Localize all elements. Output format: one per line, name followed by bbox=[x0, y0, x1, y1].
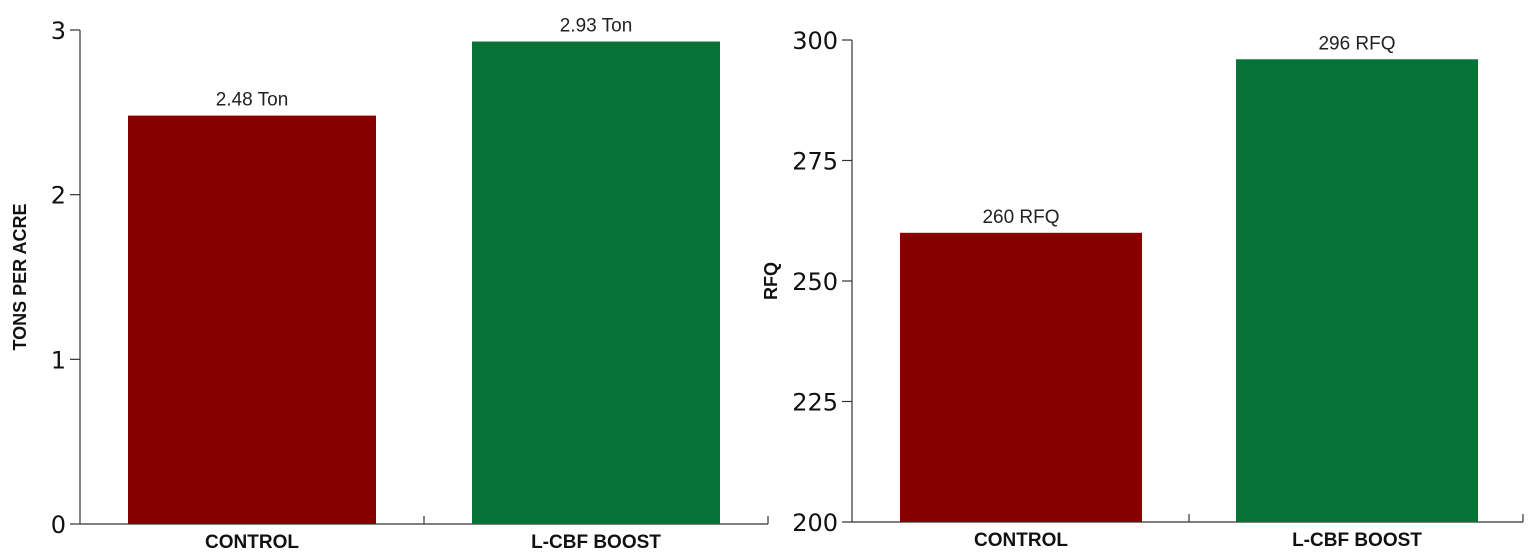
y-tick-label: 1 bbox=[51, 346, 66, 374]
x-category-label: CONTROL bbox=[205, 532, 299, 553]
bar-control bbox=[128, 115, 376, 525]
bar-l-cbf-boost bbox=[1236, 59, 1478, 522]
y-tick-label: 275 bbox=[792, 148, 838, 176]
y-axis-title: TONS PER ACRE bbox=[10, 203, 30, 350]
data-label: 2.93 Ton bbox=[560, 16, 633, 37]
y-tick-label: 0 bbox=[51, 511, 66, 539]
data-label: 296 RFQ bbox=[1318, 33, 1395, 54]
y-tick-label: 300 bbox=[792, 27, 838, 55]
x-category-label: CONTROL bbox=[974, 530, 1068, 551]
chart-rfq: 200 225 250 275 300 260 RFQ CONTROL 296 RFQ L-CB… bbox=[761, 27, 1524, 551]
y-tick-label: 2 bbox=[51, 182, 66, 210]
y-tick-label: 3 bbox=[51, 17, 66, 45]
y-tick-label: 225 bbox=[792, 389, 838, 417]
data-label: 260 RFQ bbox=[982, 207, 1059, 228]
data-label: 2.48 Ton bbox=[216, 90, 289, 111]
chart-tons-per-acre: 0 1 2 3 2.48 Ton CONTROL 2.93 Ton L-CBF BOOST TO… bbox=[10, 16, 769, 553]
y-axis-title: RFQ bbox=[761, 262, 781, 300]
x-category-label: L-CBF BOOST bbox=[1292, 530, 1422, 551]
x-category-label: L-CBF BOOST bbox=[531, 532, 661, 553]
bar-control bbox=[900, 232, 1142, 523]
y-tick-label: 250 bbox=[792, 268, 838, 296]
bar-l-cbf-boost bbox=[472, 41, 720, 524]
y-tick-label: 200 bbox=[792, 509, 838, 537]
